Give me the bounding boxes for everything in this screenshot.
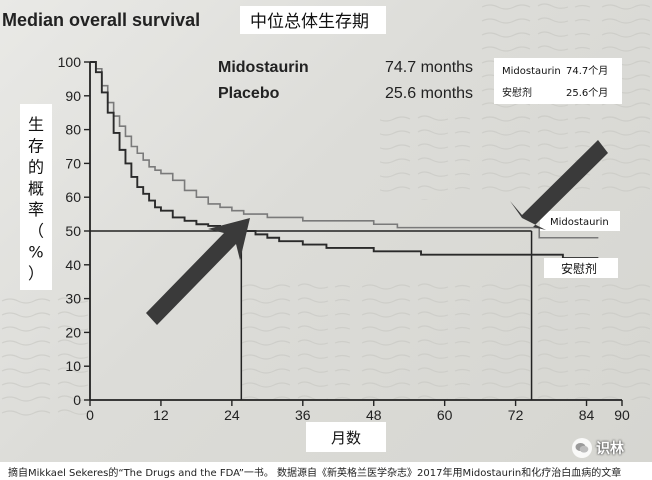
series-label-1: Midostaurin: [550, 217, 609, 228]
y-tick-label: 0: [73, 392, 81, 408]
y-tick-label: 60: [65, 189, 81, 205]
x-tick-label: 84: [579, 407, 595, 423]
y-tick-label: 80: [65, 122, 81, 138]
y-tick-label: 70: [65, 155, 81, 171]
footer: 摘自Mikkael Sekeres的“The Drugs and the FDA…: [0, 462, 652, 480]
chart-title: Median overall survival: [2, 10, 200, 30]
median-reference-lines: [90, 230, 533, 400]
median-cn-box: [494, 58, 622, 104]
y-tick-label: 90: [65, 88, 81, 104]
median-cn-row-2-value: 25.6个月: [566, 87, 608, 99]
y-axis-label-char: （: [28, 221, 44, 240]
watermark: 识林: [572, 437, 646, 459]
y-axis-label-char: ）: [28, 264, 44, 283]
x-tick-label: 72: [508, 407, 524, 423]
watermark-text: 识林: [596, 441, 624, 457]
median-cn-row-1-value: 74.7个月: [566, 65, 608, 77]
median-cn-row-2-name: 安慰剂: [502, 86, 532, 99]
y-tick-label: 30: [65, 291, 81, 307]
chart-title-cn: 中位总体生存期: [250, 12, 369, 32]
chart-photo: 0 10 20 30 40 50 60 70 80 90 100 0 12 24 36 48 60 72 84 90…: [0, 0, 652, 462]
series-label-box-2: [544, 258, 618, 278]
median-row-2-name: Placebo: [218, 85, 280, 102]
x-tick-label: 12: [153, 407, 169, 423]
survival-chart: 0 10 20 30 40 50 60 70 80 90 100 0 12 24 36 48 60 72 84 90…: [0, 0, 652, 452]
series-line-midostaurin: [90, 61, 599, 239]
y-axis-label-char: 率: [28, 200, 44, 219]
x-tick-label: 0: [86, 407, 94, 423]
median-row-1-name: Midostaurin: [218, 59, 309, 76]
x-tick-group: 0 12 24 36 48 60 72 84 90: [86, 400, 630, 423]
arrow-right-icon: [510, 140, 608, 230]
y-tick-label: 10: [65, 358, 81, 374]
wechat-icon: [572, 438, 592, 458]
y-axis-label-char: 存: [28, 136, 44, 155]
y-axis-label-char: 概: [28, 179, 44, 198]
y-axis-label-char: %: [28, 243, 43, 262]
y-axis-label-box: [20, 104, 52, 290]
x-tick-label: 90: [614, 407, 630, 423]
y-tick-group: 0 10 20 30 40 50 60 70 80 90 100: [58, 54, 90, 408]
y-tick-label: 100: [58, 54, 82, 70]
x-tick-label: 60: [437, 407, 453, 423]
arrow-left-icon: [146, 218, 250, 325]
series-label-2: 安慰剂: [561, 261, 597, 276]
x-tick-label: 36: [295, 407, 311, 423]
footer-caption: 摘自Mikkael Sekeres的“The Drugs and the FDA…: [8, 468, 622, 479]
y-tick-label: 20: [65, 324, 81, 340]
y-axis-label-char: 的: [28, 158, 44, 177]
series-line-placebo: [90, 61, 599, 259]
survival-curves: [90, 61, 599, 259]
y-axis-label-char: 生: [28, 115, 44, 134]
background-texture: [0, 0, 652, 420]
series-label-box-1: [540, 211, 620, 231]
median-row-2-value: 25.6 months: [385, 85, 473, 102]
x-axis-label-box: [306, 422, 386, 452]
x-axis-label: 月数: [331, 429, 361, 447]
chart-title-cn-box: [240, 6, 386, 34]
x-tick-label: 48: [366, 407, 382, 423]
median-row-1-value: 74.7 months: [385, 59, 473, 76]
y-tick-label: 50: [65, 223, 81, 239]
median-cn-row-1-name: Midostaurin: [502, 66, 561, 77]
x-tick-label: 24: [224, 407, 240, 423]
y-tick-label: 40: [65, 257, 81, 273]
